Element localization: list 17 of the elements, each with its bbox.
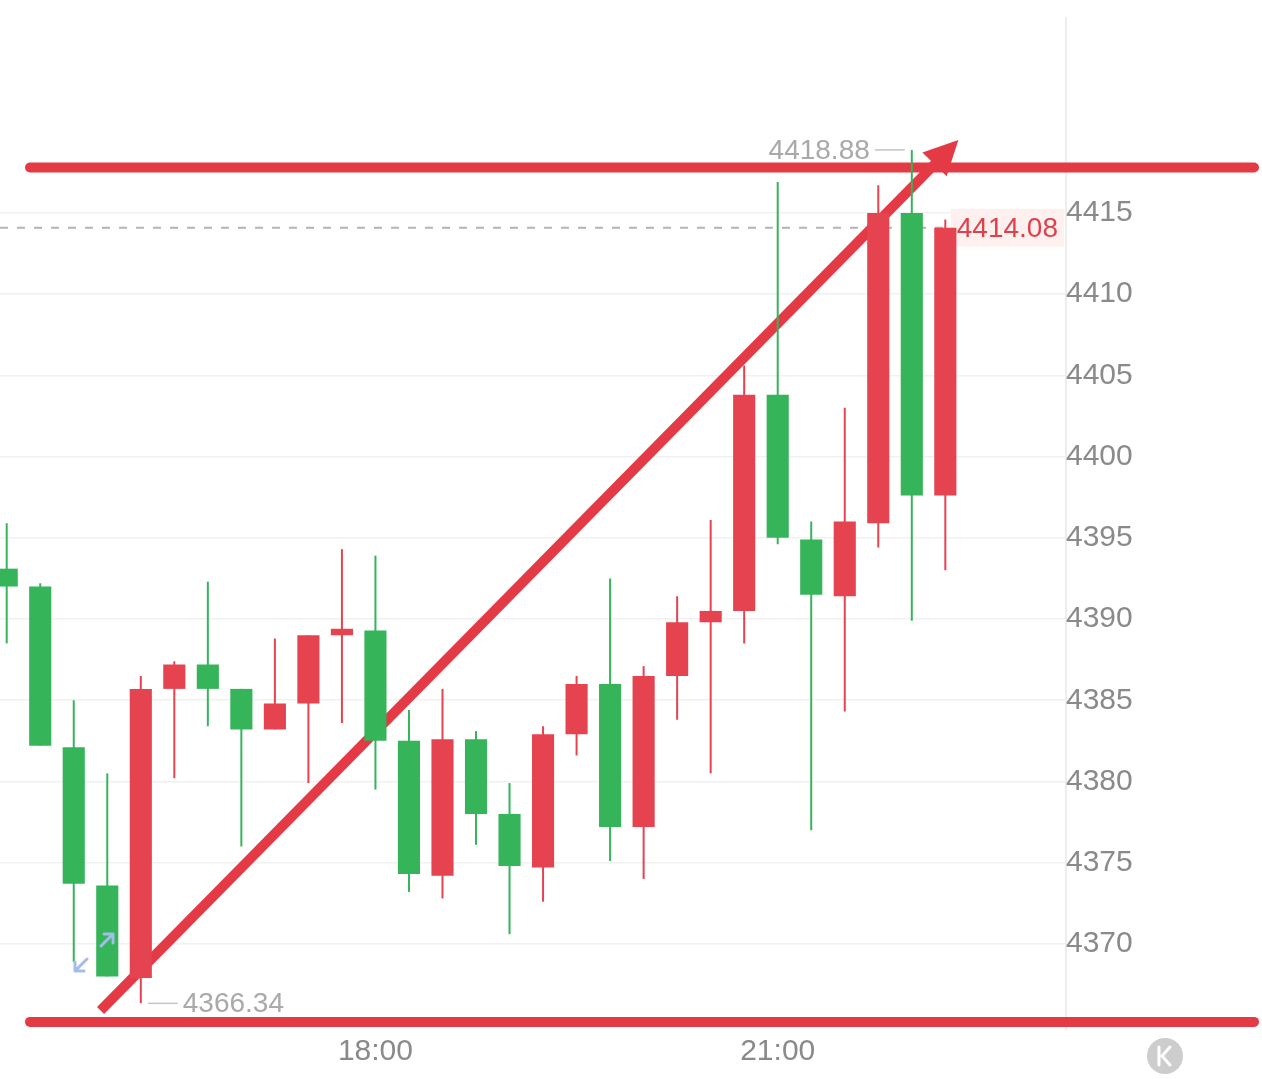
y-tick-label: 4370 (1065, 925, 1133, 959)
y-tick-label: 4375 (1065, 843, 1133, 877)
candlestick (330, 548, 353, 724)
y-tick-label: 4405 (1065, 356, 1133, 390)
y-tick-label: 4390 (1065, 600, 1133, 634)
x-tick-label: 21:00 (740, 1033, 816, 1067)
annotation: 4366.34 (182, 987, 285, 1019)
ref-line-label: 4414.08 (956, 211, 1059, 243)
annotation: 4418.88 (768, 133, 870, 165)
y-tick-label: 4415 (1065, 194, 1133, 228)
y-tick-label: 4385 (1065, 681, 1133, 715)
candlestick (699, 518, 722, 775)
x-tick-label: 18:00 (337, 1033, 413, 1067)
y-tick-label: 4380 (1065, 762, 1133, 796)
y-tick-label: 4400 (1065, 437, 1133, 471)
y-tick-label: 4410 (1065, 275, 1133, 309)
y-tick-label: 4395 (1065, 519, 1133, 553)
